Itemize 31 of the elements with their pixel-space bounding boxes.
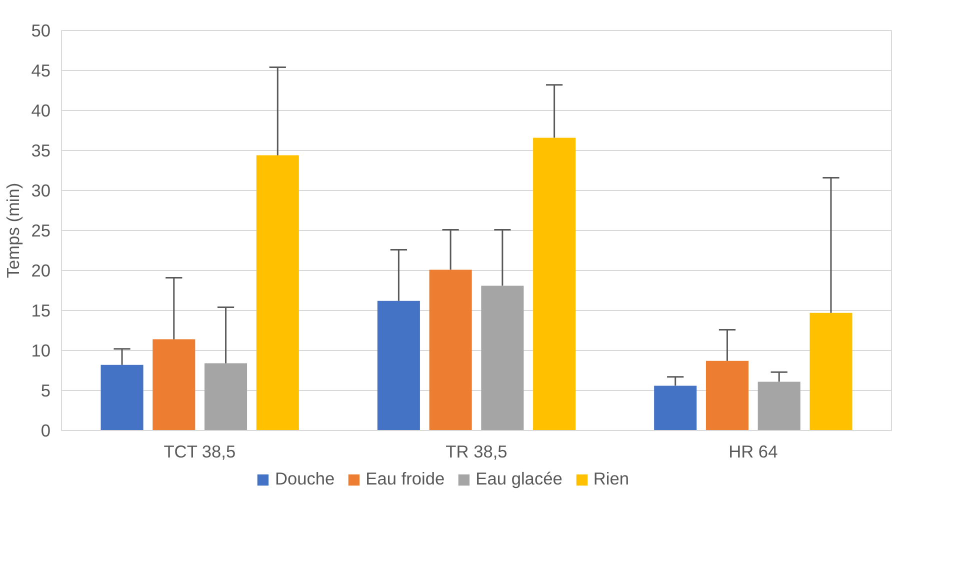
y-tick-label: 25 xyxy=(31,220,51,240)
legend-label: Rien xyxy=(593,468,630,490)
legend-label: Douche xyxy=(274,468,335,490)
bar xyxy=(654,386,697,430)
bar xyxy=(256,155,299,430)
y-tick-label: 0 xyxy=(40,420,51,440)
y-tick-label: 40 xyxy=(31,100,51,120)
bar xyxy=(100,364,144,430)
bar xyxy=(533,138,576,430)
y-axis-title: Temps (min) xyxy=(3,182,24,278)
legend-label: Eau froide xyxy=(366,468,445,490)
x-tick-label: TR 38,5 xyxy=(446,442,508,462)
y-tick-label: 45 xyxy=(31,60,51,80)
bar xyxy=(152,339,196,430)
bar xyxy=(377,300,420,430)
y-tick-label: 5 xyxy=(40,380,51,400)
y-tick-label: 30 xyxy=(31,180,51,200)
bar xyxy=(706,360,748,430)
bar xyxy=(758,382,800,430)
legend-label: Eau glacée xyxy=(476,468,562,490)
y-tick-label: 10 xyxy=(31,340,51,360)
y-tick-label: 15 xyxy=(31,300,51,320)
bar xyxy=(481,286,524,430)
y-tick-label: 35 xyxy=(31,140,51,160)
bar xyxy=(810,312,852,430)
bar xyxy=(204,363,248,430)
y-tick-label: 50 xyxy=(31,20,51,40)
y-tick-label: 20 xyxy=(31,260,51,280)
x-tick-label: TCT 38,5 xyxy=(164,442,236,462)
x-tick-label: HR 64 xyxy=(728,442,778,462)
bar xyxy=(429,270,472,430)
